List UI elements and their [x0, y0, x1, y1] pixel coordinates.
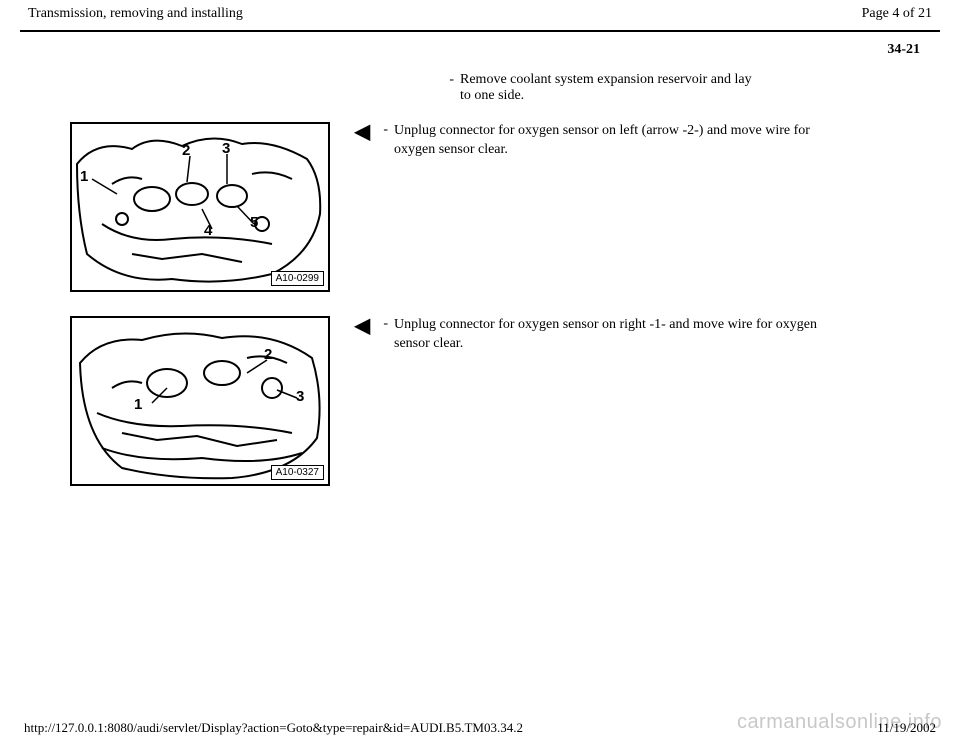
page-reference: 34-21 — [0, 32, 960, 66]
engine-diagram-left-icon — [72, 124, 328, 290]
header-page-of: Page 4 of 21 — [862, 6, 932, 22]
figure-code: A10-0299 — [271, 271, 324, 286]
figure-code: A10-0327 — [271, 465, 324, 480]
figure-label-1: 1 — [80, 168, 88, 185]
footer-url: http://127.0.0.1:8080/audi/servlet/Displ… — [24, 720, 523, 736]
header-title: Transmission, removing and installing — [28, 6, 243, 22]
figure-engine-left: 1 2 3 4 5 A10-0299 — [70, 122, 330, 292]
bullet-dash: - — [440, 72, 460, 104]
figure-engine-right: 1 2 3 A10-0327 — [70, 316, 330, 486]
step-text: Unplug connector for oxygen sensor on ri… — [394, 316, 844, 354]
step-oxygen-right: 1 2 3 A10-0327 ◀ - Unplug connector for … — [70, 316, 920, 486]
step-text: Remove coolant system expansion reservoi… — [460, 72, 760, 104]
figure-label-4: 4 — [204, 222, 212, 239]
engine-diagram-right-icon — [72, 318, 328, 484]
bullet-dash: - — [370, 122, 394, 138]
figure-label-1: 1 — [134, 396, 142, 413]
step-text: Unplug connector for oxygen sensor on le… — [394, 122, 844, 160]
pointer-arrow-icon: ◀ — [346, 122, 370, 142]
figure-label-2: 2 — [264, 346, 272, 363]
pointer-arrow-icon: ◀ — [346, 316, 370, 336]
figure-label-3: 3 — [296, 388, 304, 405]
step-oxygen-left: 1 2 3 4 5 A10-0299 ◀ - Unplug connector … — [70, 122, 920, 292]
figure-label-2: 2 — [182, 142, 190, 159]
figure-label-5: 5 — [250, 214, 258, 231]
step-remove-reservoir: - Remove coolant system expansion reserv… — [70, 72, 920, 104]
figure-label-3: 3 — [222, 140, 230, 157]
footer-date: 11/19/2002 — [877, 720, 936, 736]
bullet-dash: - — [370, 316, 394, 332]
